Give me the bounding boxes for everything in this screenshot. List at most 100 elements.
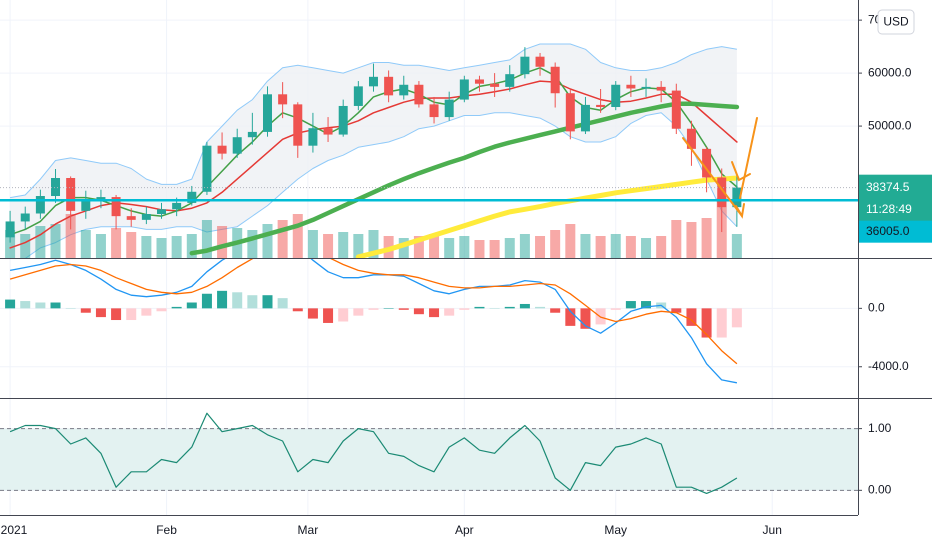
- volume-bar: [201, 220, 212, 258]
- candle-body: [444, 99, 454, 118]
- candle-body: [262, 94, 272, 132]
- y-tick-label: 60000.0: [868, 65, 912, 79]
- volume-bar: [550, 230, 561, 258]
- x-tick-label: Jun: [763, 523, 782, 537]
- x-tick-label: 2021: [1, 523, 28, 537]
- histogram-bar: [217, 290, 228, 309]
- macd-line: [9, 259, 738, 384]
- volume-bar: [610, 234, 621, 258]
- histogram-bar: [459, 308, 470, 310]
- volume-bar: [65, 214, 76, 258]
- candle-body: [732, 187, 742, 208]
- histogram-bar: [519, 303, 530, 309]
- volume-bar: [398, 238, 409, 258]
- histogram-bar: [156, 308, 167, 312]
- volume-bar: [156, 238, 167, 258]
- histogram-bar: [429, 308, 440, 318]
- volume-bar: [656, 236, 667, 258]
- candle-body: [596, 104, 606, 108]
- volume-bar: [474, 240, 485, 258]
- volume-bar: [595, 236, 606, 258]
- volume-bar: [171, 236, 182, 258]
- candle-body: [611, 84, 621, 108]
- pane: [0, 412, 858, 494]
- volume-bar: [277, 220, 288, 258]
- volume-bar: [671, 220, 682, 258]
- volume-bar: [701, 218, 712, 258]
- candle-body: [505, 74, 515, 87]
- volume-bar: [489, 240, 500, 258]
- histogram-bar: [550, 308, 561, 313]
- histogram-bar: [247, 295, 258, 309]
- histogram-bar: [80, 308, 91, 313]
- histogram-bar: [20, 301, 31, 309]
- candle-body: [202, 145, 212, 192]
- histogram-bar: [111, 308, 122, 321]
- volume-bar: [111, 228, 122, 258]
- volume-bar: [186, 234, 197, 258]
- volume-bar: [413, 236, 424, 258]
- histogram-bar: [141, 308, 152, 316]
- x-tick-label: Feb: [156, 523, 177, 537]
- candle-body: [141, 214, 151, 220]
- candle-body: [535, 56, 545, 67]
- volume-bar: [368, 230, 379, 258]
- x-tick-label: May: [604, 523, 627, 537]
- volume-bar: [126, 232, 137, 258]
- volume-bar: [353, 234, 364, 258]
- candle-body: [51, 178, 61, 197]
- histogram-bar: [323, 308, 334, 323]
- candle-body: [474, 79, 484, 84]
- level-price-box: [859, 220, 932, 243]
- histogram-bar: [232, 292, 243, 309]
- candle-body: [308, 128, 318, 146]
- volume-bar: [686, 222, 697, 258]
- histogram-bar: [504, 306, 515, 309]
- histogram-bar: [565, 308, 576, 326]
- volume-bar: [535, 236, 546, 258]
- histogram-bar: [398, 308, 409, 310]
- histogram-bar: [444, 308, 455, 316]
- annotation-arrows: [682, 117, 758, 219]
- histogram-bar: [625, 301, 636, 309]
- histogram-bar: [35, 302, 46, 309]
- oscillator-line: [9, 412, 738, 494]
- histogram-bar: [489, 308, 500, 309]
- candle-body: [353, 86, 363, 106]
- histogram-bar: [50, 302, 61, 309]
- histogram-bar: [126, 308, 137, 321]
- volume-bar: [565, 224, 576, 258]
- candle-body: [580, 104, 590, 132]
- level-price-label: 36005.0: [866, 224, 910, 238]
- histogram-bar: [731, 308, 742, 328]
- candle-body: [293, 104, 303, 146]
- histogram-bar: [201, 293, 212, 309]
- candle-body: [384, 76, 394, 96]
- candle-body: [96, 197, 106, 201]
- histogram-bar: [716, 308, 727, 338]
- y-tick-label: -4000.0: [868, 359, 909, 373]
- histogram-bar: [474, 306, 485, 309]
- histogram-bar: [580, 308, 591, 329]
- histogram-bar: [338, 308, 349, 322]
- candle-body: [81, 200, 91, 211]
- candle-body: [459, 79, 469, 100]
- candle-body: [172, 202, 182, 210]
- y-tick-label: 0.0: [868, 301, 885, 315]
- candle-body: [20, 213, 30, 222]
- y-tick-label: 50000.0: [868, 118, 912, 132]
- histogram-bar: [292, 308, 303, 312]
- histogram-bar: [413, 308, 424, 315]
- volume-bar: [731, 234, 742, 258]
- histogram-bar: [671, 308, 682, 313]
- histogram-bar: [5, 299, 16, 309]
- candle-body: [414, 84, 424, 105]
- annotation-line: [739, 117, 758, 199]
- last-price-box: [859, 174, 932, 223]
- candle-body: [5, 221, 15, 238]
- volume-bar: [292, 214, 303, 258]
- currency-badge[interactable]: [877, 9, 915, 35]
- x-tick-label: Apr: [455, 523, 474, 537]
- axis-layer: 2021FebMarAprMayJun50000.060000.070000.0…: [1, 12, 932, 537]
